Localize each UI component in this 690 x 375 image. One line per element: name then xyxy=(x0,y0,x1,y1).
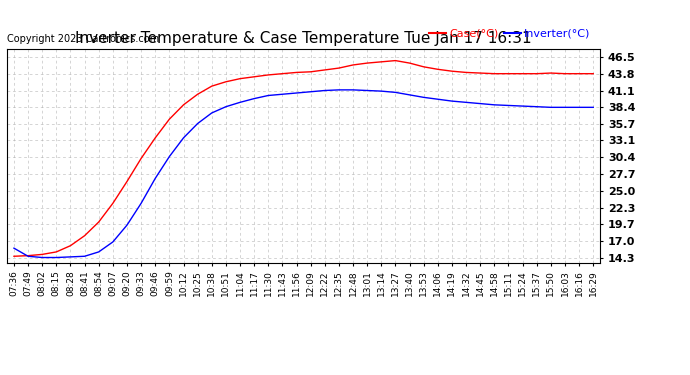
Title: Inverter Temperature & Case Temperature Tue Jan 17 16:31: Inverter Temperature & Case Temperature … xyxy=(75,31,532,46)
Legend: Case(°C), Inverter(°C): Case(°C), Inverter(°C) xyxy=(424,24,595,43)
Text: Copyright 2023 Cartronics.com: Copyright 2023 Cartronics.com xyxy=(7,34,159,45)
